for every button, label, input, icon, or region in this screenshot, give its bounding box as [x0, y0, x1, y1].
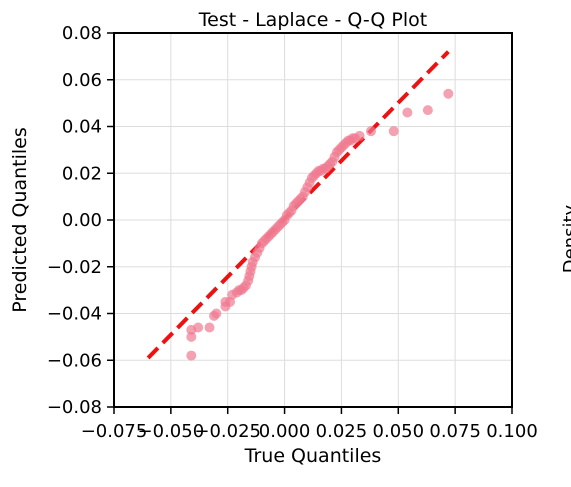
data-points: [186, 88, 454, 361]
data-point: [422, 105, 433, 116]
x-tick-label: 0.075: [429, 421, 481, 442]
y-axis-label: Predicted Quantiles: [9, 127, 31, 313]
data-point: [365, 126, 376, 137]
y-tick-label: −0.08: [47, 397, 102, 418]
x-tick-label: −0.075: [81, 421, 148, 442]
x-tick-label: 0.100: [486, 421, 538, 442]
data-point: [186, 350, 197, 361]
data-point: [354, 130, 365, 141]
x-tick-label: 0.025: [316, 421, 368, 442]
grid-lines: [113, 32, 513, 408]
y-tick-label: −0.06: [47, 350, 102, 371]
y-tick-label: −0.02: [47, 257, 102, 278]
data-point: [204, 322, 215, 333]
y-tick-label: −0.04: [47, 304, 102, 325]
data-point: [443, 88, 454, 99]
x-axis-label: True Quantiles: [244, 445, 382, 467]
x-tick-label: 0.050: [373, 421, 425, 442]
y-tick-label: 0.08: [62, 23, 102, 44]
y-tick-label: 0.06: [62, 70, 102, 91]
data-point: [402, 107, 413, 118]
y-tick-label: 0.00: [62, 210, 102, 231]
x-tick-label: 0.000: [259, 421, 311, 442]
x-tick-label: −0.025: [194, 421, 261, 442]
y-tick-label: 0.02: [62, 163, 102, 184]
data-point: [388, 126, 399, 137]
chart-title: Test - Laplace - Q-Q Plot: [198, 9, 427, 31]
y-tick-label: 0.04: [62, 117, 102, 138]
partial-label-density: Density: [560, 204, 571, 273]
x-tick-label: −0.050: [138, 421, 205, 442]
data-point: [193, 322, 204, 333]
y-axis: −0.08 −0.06 −0.04 −0.02 0.00 0.02 0.04 0.06 0.08: [47, 23, 114, 418]
data-point: [186, 331, 197, 342]
data-point: [211, 308, 222, 319]
